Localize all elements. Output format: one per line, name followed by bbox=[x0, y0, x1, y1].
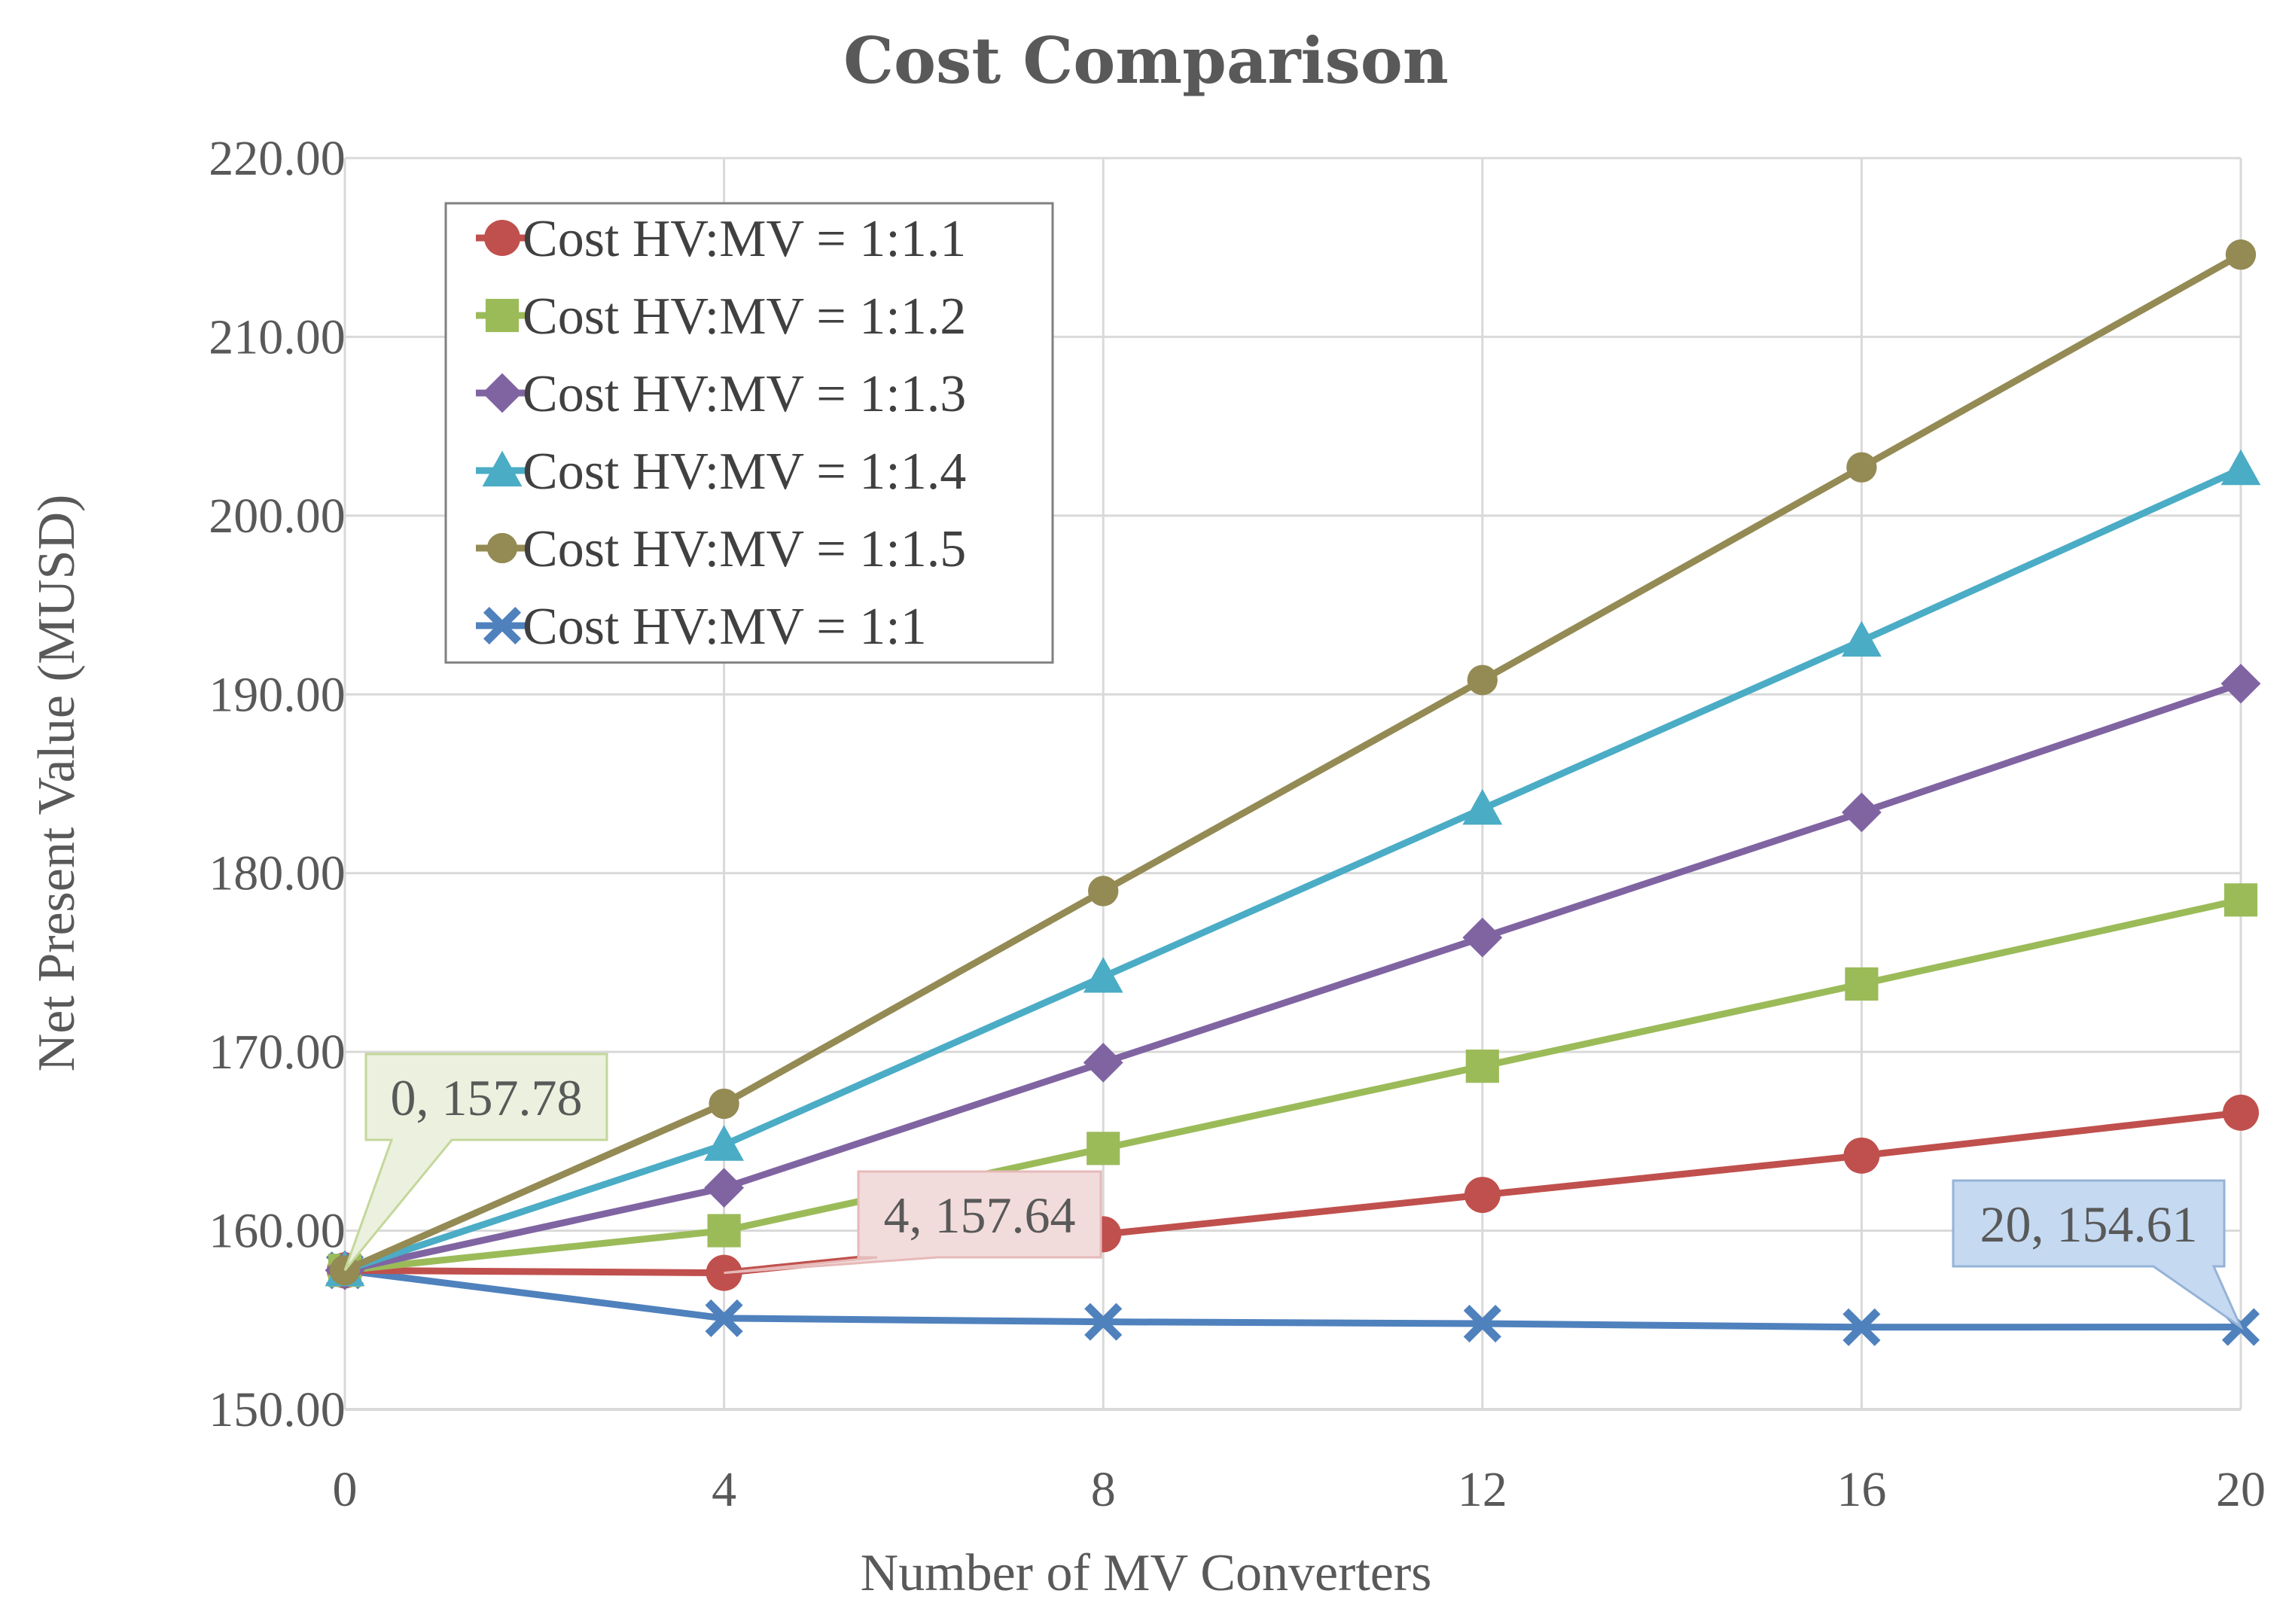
data-point bbox=[1464, 1177, 1501, 1214]
data-point bbox=[704, 1125, 744, 1161]
data-callout: 4, 157.64 bbox=[724, 1170, 1102, 1275]
data-point bbox=[1087, 1132, 1120, 1165]
legend-label: Cost HV:MV = 1:1.4 bbox=[523, 443, 966, 501]
data-point bbox=[704, 1168, 744, 1208]
series-layer bbox=[325, 239, 2261, 1346]
data-callout: 0, 157.78 bbox=[343, 1053, 608, 1272]
y-axis-ticks: 150.00 160.00 170.00 180.00 190.00 200.00 210.… bbox=[209, 131, 346, 1437]
legend-label: Cost HV:MV = 1:1.5 bbox=[523, 520, 966, 578]
gridlines bbox=[343, 157, 2242, 1411]
data-point bbox=[1083, 957, 1123, 993]
y-tick-label: 160.00 bbox=[209, 1204, 346, 1259]
data-point bbox=[1842, 620, 1882, 657]
x-tick-label: 0 bbox=[333, 1462, 358, 1517]
chart-title: Cost Comparison bbox=[843, 23, 1449, 98]
x-tick-label: 16 bbox=[1836, 1462, 1886, 1517]
data-point bbox=[1462, 917, 1503, 958]
callout-label: 0, 157.78 bbox=[391, 1069, 583, 1126]
data-point bbox=[1088, 876, 1119, 906]
callout-label: 20, 154.61 bbox=[1980, 1196, 2198, 1253]
data-point bbox=[2223, 1094, 2259, 1131]
data-point bbox=[709, 1088, 739, 1120]
x-tick-label: 8 bbox=[1091, 1462, 1116, 1517]
legend-entry: Cost HV:MV = 1:1 bbox=[476, 598, 927, 656]
y-tick-label: 200.00 bbox=[209, 489, 346, 544]
legend-entry: Cost HV:MV = 1:1.2 bbox=[476, 288, 966, 346]
series-line bbox=[341, 465, 2245, 1274]
callout-label: 4, 157.64 bbox=[884, 1187, 1076, 1244]
x-tick-label: 4 bbox=[712, 1462, 736, 1517]
legend-entry: Cost HV:MV = 1:1.5 bbox=[476, 520, 966, 578]
legend-marker bbox=[484, 220, 520, 256]
y-tick-label: 220.00 bbox=[209, 131, 346, 186]
legend-label: Cost HV:MV = 1:1.3 bbox=[523, 365, 966, 423]
legend-marker bbox=[482, 450, 523, 487]
series-line bbox=[341, 680, 2245, 1274]
legend-entry: Cost HV:MV = 1:1.1 bbox=[476, 210, 966, 268]
data-point bbox=[2220, 663, 2261, 704]
data-point bbox=[1842, 792, 1882, 833]
series-line bbox=[341, 1266, 2245, 1331]
data-point bbox=[2223, 883, 2258, 917]
callout-box bbox=[724, 1170, 1102, 1275]
data-point bbox=[1084, 1303, 1123, 1341]
legend-label: Cost HV:MV = 1:1 bbox=[523, 598, 927, 656]
x-tick-label: 20 bbox=[2216, 1462, 2266, 1517]
x-axis-ticks: 0 4 8 12 16 20 bbox=[333, 1462, 2266, 1517]
series-line bbox=[341, 1109, 2245, 1277]
series-group bbox=[329, 239, 2257, 1286]
data-point bbox=[707, 1214, 741, 1248]
legend-entry: Cost HV:MV = 1:1.3 bbox=[476, 365, 966, 423]
data-point bbox=[2220, 449, 2261, 486]
data-point bbox=[2225, 239, 2257, 270]
legend-marker bbox=[482, 373, 523, 413]
y-tick-label: 190.00 bbox=[209, 667, 346, 722]
data-point bbox=[705, 1299, 743, 1337]
data-point bbox=[1463, 1304, 1501, 1343]
y-axis-label: Net Present Value (MUSD) bbox=[28, 495, 86, 1072]
data-point bbox=[1845, 967, 1879, 1001]
y-tick-label: 180.00 bbox=[209, 846, 346, 901]
data-point bbox=[1083, 1042, 1123, 1083]
series-line bbox=[341, 896, 2245, 1274]
legend-marker bbox=[485, 298, 520, 333]
x-axis-label: Number of MV Converters bbox=[861, 1544, 1432, 1602]
data-point bbox=[1843, 1137, 1880, 1174]
data-point bbox=[1842, 1308, 1881, 1346]
y-tick-label: 150.00 bbox=[209, 1382, 346, 1437]
y-tick-label: 210.00 bbox=[209, 309, 346, 364]
callout-box bbox=[1952, 1179, 2244, 1330]
callout-box bbox=[343, 1053, 608, 1272]
legend-entry: Cost HV:MV = 1:1.4 bbox=[476, 443, 966, 501]
y-tick-label: 170.00 bbox=[209, 1025, 346, 1080]
data-callout: 20, 154.61 bbox=[1952, 1179, 2244, 1330]
legend: Cost HV:MV = 1:1.1 Cost HV:MV = 1:1.2 Cost… bbox=[444, 202, 1054, 664]
data-point bbox=[1462, 788, 1503, 825]
legend-box bbox=[444, 202, 1054, 664]
data-point bbox=[1846, 452, 1877, 483]
legend-label: Cost HV:MV = 1:1.2 bbox=[523, 288, 966, 346]
legend-marker bbox=[483, 606, 522, 645]
series-line bbox=[341, 251, 2245, 1274]
x-tick-label: 12 bbox=[1458, 1462, 1507, 1517]
legend-marker bbox=[486, 532, 518, 564]
data-callouts: 0, 157.78 4, 157.64 20, 154.61 bbox=[343, 1053, 2244, 1330]
data-point bbox=[1465, 1050, 1499, 1083]
data-point bbox=[1467, 665, 1498, 696]
legend-label: Cost HV:MV = 1:1.1 bbox=[523, 210, 966, 268]
